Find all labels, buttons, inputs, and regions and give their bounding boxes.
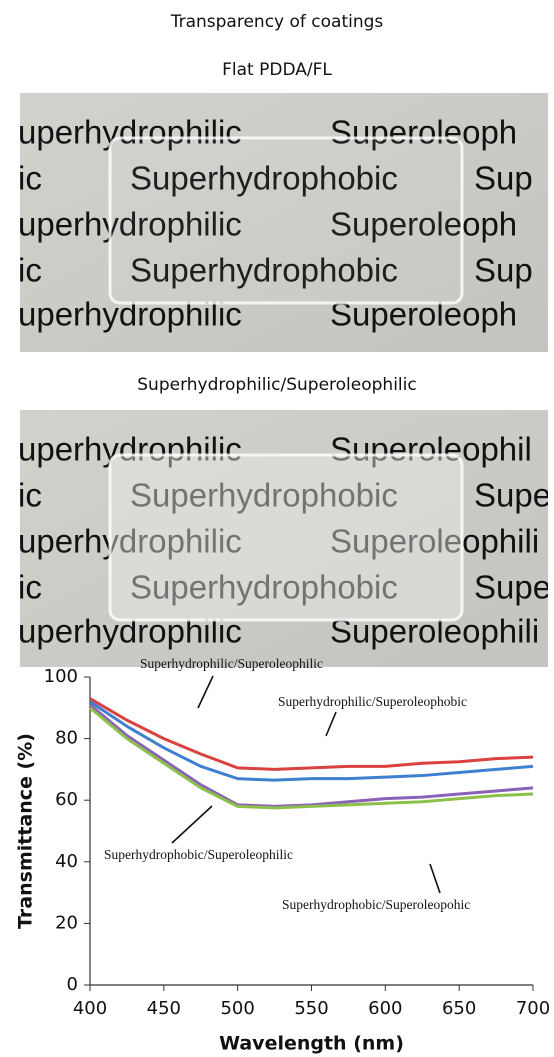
figure-title: Transparency of coatings	[170, 12, 384, 32]
y-tick-label: 0	[67, 974, 78, 995]
y-tick-label: 20	[55, 912, 78, 933]
y-tick-label: 100	[44, 666, 78, 687]
photo-word: Super	[474, 477, 554, 514]
y-tick-label: 60	[55, 789, 78, 810]
annotation-leader	[430, 864, 440, 893]
x-tick-label: 700	[516, 998, 550, 1019]
glass-slide	[110, 138, 462, 303]
annotation-leader	[326, 712, 336, 736]
y-axis-title: Transmittance (%)	[15, 733, 37, 929]
photo-word: ic	[18, 477, 42, 514]
series-label: Superhydrophilic/Superoleophobic	[278, 694, 467, 709]
glass-slide	[110, 455, 462, 620]
photo-caption: Flat PDDA/FL	[222, 60, 332, 80]
photo-word: Super	[474, 569, 554, 606]
x-tick-label: 400	[73, 998, 107, 1019]
x-axis-title: Wavelength (nm)	[219, 1033, 404, 1055]
y-tick-label: 80	[55, 728, 78, 749]
x-tick-label: 500	[220, 998, 254, 1019]
x-tick-label: 600	[368, 998, 402, 1019]
series-label: Superhydrophobic/Superoleophilic	[104, 847, 293, 862]
photo-word: Sup	[474, 160, 533, 197]
photo-caption: Superhydrophilic/Superoleophilic	[137, 375, 416, 395]
photo: uperhydrophilicSuperoleophicSuperhydroph…	[18, 93, 548, 352]
x-tick-label: 650	[442, 998, 476, 1019]
series-label: Superhydrophilic/Superoleophilic	[140, 656, 323, 671]
annotation-leader	[172, 806, 212, 843]
x-tick-label: 550	[294, 998, 328, 1019]
photo-word: ic	[18, 569, 42, 606]
x-tick-label: 450	[147, 998, 181, 1019]
figure: Transparency of coatings Flat PDDA/FLupe…	[0, 0, 554, 1057]
annotation-leader	[198, 676, 213, 708]
photo-word: Sup	[474, 252, 533, 289]
series-label: Superhydrophobic/Superoleopohic	[282, 897, 470, 912]
photo: uperhydrophilicSuperoleophilicSuperhydro…	[18, 410, 554, 669]
y-tick-label: 40	[55, 851, 78, 872]
series-line	[90, 705, 533, 807]
photo-word: ic	[18, 160, 42, 197]
photo-word: ic	[18, 252, 42, 289]
